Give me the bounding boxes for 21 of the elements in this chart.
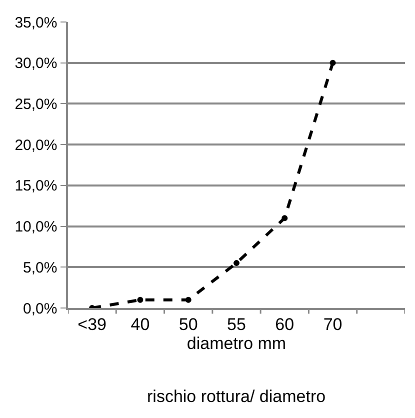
y-tick-label: 10,0% [14,218,58,236]
point [234,260,240,266]
x-axis-title: diametro mm [186,334,286,354]
x-tick-label: 40 [130,315,150,334]
point [185,296,192,303]
y-tick-label: 20,0% [14,136,58,154]
y-tick-label: 15,0% [14,178,58,195]
y-tick-label: 0,0% [23,300,58,318]
x-tick-label: 60 [275,315,294,334]
y-tick-label: 30,0% [14,55,58,72]
point [282,215,288,222]
x-tick-label: <39 [78,315,106,334]
point [137,296,144,303]
x-tick-label: 50 [178,315,198,334]
y-tick-label: 25,0% [14,96,58,113]
point [330,60,336,66]
y-tick-label: 5,0% [23,259,58,276]
x-tick-label: 55 [227,315,246,334]
y-tick-label: 35,0% [14,14,58,32]
text: rischio rottura/ diametro [147,387,326,406]
x-tick-label: 70 [323,315,342,334]
